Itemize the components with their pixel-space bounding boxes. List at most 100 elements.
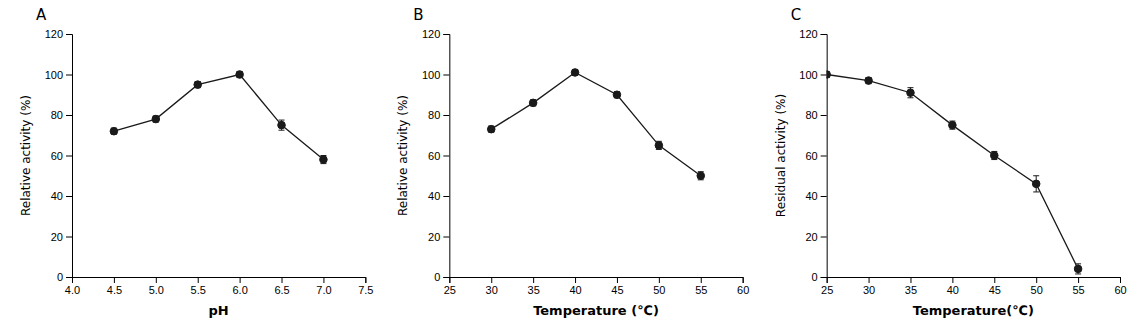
x-tick-label: 40 <box>569 284 581 296</box>
x-tick: 30 <box>486 277 498 296</box>
y-tick-label: 100 <box>799 69 817 81</box>
point <box>529 99 537 107</box>
point <box>907 89 915 97</box>
x-axis: 2530354045505560 <box>444 277 750 296</box>
error-bar-cap <box>1075 273 1081 274</box>
x-tick-mark <box>701 277 702 283</box>
y-tick-mark <box>443 237 449 238</box>
y-tick: 100 <box>799 69 826 81</box>
point <box>697 172 705 180</box>
x-tick-label: 45 <box>611 284 623 296</box>
y-tick: 40 <box>805 190 826 202</box>
y-tick-mark <box>66 237 72 238</box>
y-tick-label: 0 <box>434 271 440 283</box>
x-tick-label: 6.5 <box>274 284 289 296</box>
x-tick: 45 <box>611 277 623 296</box>
point <box>236 71 244 79</box>
point <box>949 121 957 129</box>
error-bar <box>949 121 955 129</box>
y-tick-mark <box>821 156 827 157</box>
error-bar-cap <box>1033 175 1039 176</box>
error-bar <box>488 126 494 132</box>
x-tick-label: 60 <box>1114 284 1126 296</box>
y-axis-line <box>66 35 73 278</box>
y-tick-label: 60 <box>51 150 63 162</box>
x-tick-mark <box>1036 277 1037 283</box>
error-bar-cap <box>279 130 285 131</box>
x-tick-label: 35 <box>905 284 917 296</box>
x-tick: 50 <box>653 277 665 296</box>
y-tick-label: 20 <box>428 231 440 243</box>
x-tick: 5.5 <box>191 277 206 296</box>
y-tick-label: 20 <box>805 231 817 243</box>
point <box>990 152 998 160</box>
point <box>194 81 202 89</box>
error-bar-cap <box>279 120 285 121</box>
x-tick-label: 7.0 <box>316 284 331 296</box>
y-tick-label: 100 <box>45 69 63 81</box>
x-tick: 6.5 <box>274 277 289 296</box>
point <box>571 69 579 77</box>
y-tick: 0 <box>434 271 449 283</box>
y-tick: 40 <box>51 190 72 202</box>
x-tick: 45 <box>989 277 1001 296</box>
y-axis-line <box>821 35 828 278</box>
x-tick: 40 <box>569 277 581 296</box>
x-tick: 55 <box>695 277 707 296</box>
error-bar <box>827 71 830 77</box>
error-bar <box>572 69 578 75</box>
point <box>152 115 160 123</box>
x-tick-mark <box>533 277 534 283</box>
y-tick-mark <box>443 34 449 35</box>
y-tick-label: 80 <box>428 109 440 121</box>
x-tick-label: 7.5 <box>358 284 373 296</box>
x-tick-label: 50 <box>653 284 665 296</box>
x-tick-label: 50 <box>1031 284 1043 296</box>
x-axis-title: Temperature(℃) <box>913 303 1034 318</box>
y-axis: 020406080100120 <box>422 28 450 283</box>
y-tick: 80 <box>805 109 826 121</box>
x-tick-mark <box>1078 277 1079 283</box>
error-bar <box>614 92 620 98</box>
y-tick: 120 <box>45 28 72 40</box>
x-tick: 35 <box>528 277 540 296</box>
x-axis-title: pH <box>209 303 229 318</box>
x-tick-label: 25 <box>821 284 833 296</box>
x-tick: 5.0 <box>149 277 164 296</box>
y-tick-mark <box>821 277 827 278</box>
panel-label: B <box>413 6 423 24</box>
error-bar <box>153 116 159 122</box>
x-axis-title: Temperature (℃) <box>533 303 659 318</box>
y-tick: 80 <box>428 109 449 121</box>
y-tick: 20 <box>428 231 449 243</box>
y-tick: 60 <box>428 150 449 162</box>
x-axis: 2530354045505560 <box>821 277 1127 296</box>
line <box>491 72 701 175</box>
x-tick-mark <box>240 277 241 283</box>
y-axis-title: Residual activity (%) <box>774 94 788 217</box>
line <box>827 75 1078 269</box>
y-tick-mark <box>821 75 827 76</box>
y-tick: 60 <box>51 150 72 162</box>
point <box>320 156 328 164</box>
x-tick-mark <box>491 277 492 283</box>
x-axis-line <box>73 278 366 284</box>
panel: 2530354045505560020406080100120Temperatu… <box>774 6 1127 318</box>
x-tick-label: 30 <box>486 284 498 296</box>
y-tick-mark <box>443 115 449 116</box>
x-tick-mark <box>282 277 283 283</box>
y-tick: 40 <box>428 190 449 202</box>
x-tick: 55 <box>1072 277 1084 296</box>
y-tick-mark <box>443 75 449 76</box>
y-tick-mark <box>821 34 827 35</box>
x-tick: 4.5 <box>107 277 122 296</box>
x-tick: 25 <box>444 277 456 296</box>
y-tick-label: 80 <box>51 109 63 121</box>
x-tick: 7.5 <box>358 277 373 296</box>
point <box>655 142 663 150</box>
x-tick: 50 <box>1031 277 1043 296</box>
x-tick-mark <box>1120 277 1121 283</box>
x-tick: 6.0 <box>232 277 247 296</box>
y-tick-mark <box>66 196 72 197</box>
x-tick-mark <box>994 277 995 283</box>
